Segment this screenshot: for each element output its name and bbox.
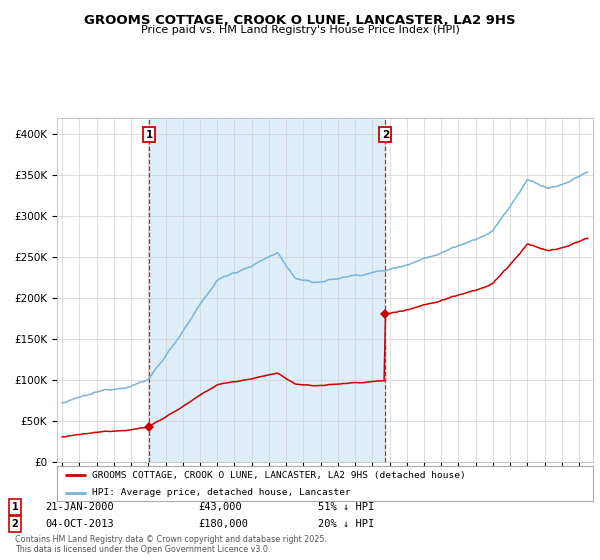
Text: 51% ↓ HPI: 51% ↓ HPI <box>318 502 374 512</box>
Text: 20% ↓ HPI: 20% ↓ HPI <box>318 519 374 529</box>
Text: 2: 2 <box>382 130 389 139</box>
Text: 04-OCT-2013: 04-OCT-2013 <box>45 519 114 529</box>
Text: 21-JAN-2000: 21-JAN-2000 <box>45 502 114 512</box>
Text: 2: 2 <box>11 519 19 529</box>
Text: GROOMS COTTAGE, CROOK O LUNE, LANCASTER, LA2 9HS: GROOMS COTTAGE, CROOK O LUNE, LANCASTER,… <box>84 14 516 27</box>
Text: GROOMS COTTAGE, CROOK O LUNE, LANCASTER, LA2 9HS (detached house): GROOMS COTTAGE, CROOK O LUNE, LANCASTER,… <box>92 470 466 480</box>
Text: £180,000: £180,000 <box>198 519 248 529</box>
Text: Contains HM Land Registry data © Crown copyright and database right 2025.
This d: Contains HM Land Registry data © Crown c… <box>15 535 327 554</box>
Text: £43,000: £43,000 <box>198 502 242 512</box>
Text: 1: 1 <box>146 130 153 139</box>
Bar <box>149 118 385 462</box>
Text: Price paid vs. HM Land Registry's House Price Index (HPI): Price paid vs. HM Land Registry's House … <box>140 25 460 35</box>
Text: HPI: Average price, detached house, Lancaster: HPI: Average price, detached house, Lanc… <box>92 488 350 497</box>
Text: 1: 1 <box>11 502 19 512</box>
